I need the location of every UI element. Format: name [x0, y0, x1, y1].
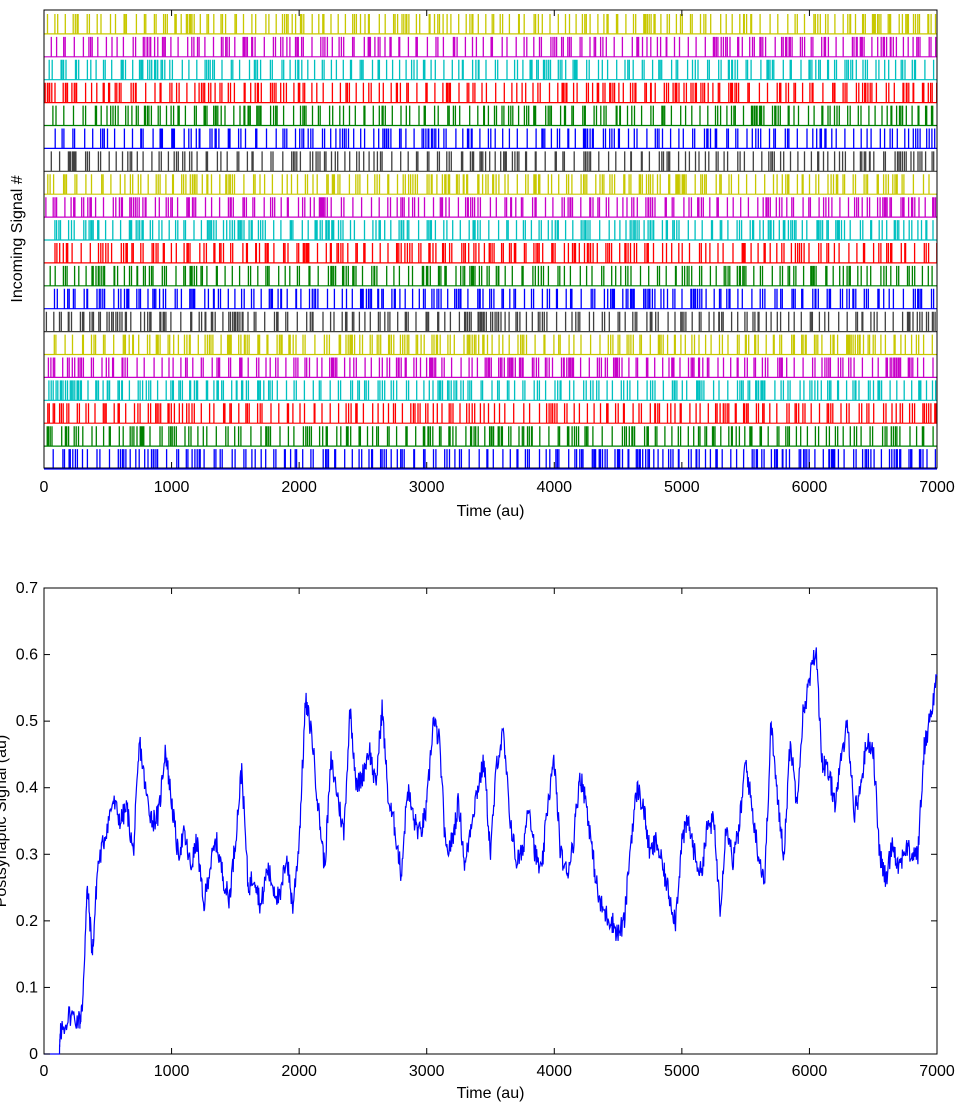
raster-spikes: [53, 334, 933, 355]
line-y-tick-label: 0: [29, 1046, 38, 1063]
raster-spikes: [54, 128, 936, 149]
raster-spikes: [47, 174, 930, 195]
raster-row: [44, 128, 937, 149]
line-y-tick-label: 0.1: [16, 979, 38, 996]
raster-spikes: [54, 220, 934, 240]
raster-x-tick-label: 0: [40, 479, 49, 496]
raster-axes-frame: [43, 9, 938, 469]
raster-row: [44, 243, 938, 264]
line-y-tick-label: 0.7: [16, 580, 38, 597]
line-axes-frame: [43, 587, 938, 1055]
line-x-tick-label: 1000: [154, 1063, 190, 1080]
raster-row: [44, 59, 937, 81]
raster-row: [44, 197, 937, 218]
raster-spikes: [45, 311, 936, 332]
raster-row: [44, 82, 938, 104]
raster-spikes: [46, 14, 937, 34]
line-x-tick-label: 0: [40, 1063, 49, 1080]
raster-row: [44, 449, 937, 470]
raster-x-axis-label: Time (au): [457, 503, 525, 520]
line-x-tick-label: 3000: [409, 1063, 445, 1080]
raster-x-tick-label: 3000: [409, 479, 445, 496]
line-x-tick-label: 4000: [536, 1063, 572, 1080]
raster-spikes: [50, 151, 935, 172]
raster-row: [44, 105, 937, 127]
raster-row: [44, 151, 937, 172]
raster-spikes: [49, 265, 933, 286]
postsynaptic-signal-line: [44, 647, 938, 1055]
line-y-axis-label: Postsynaptic Signal (au): [0, 735, 10, 908]
line-y-ticks: 0 0.1 0.2 0.3 0.4 0.5 0.6 0.7: [16, 580, 937, 1063]
raster-spikes: [44, 82, 938, 103]
raster-row: [44, 265, 937, 287]
line-x-axis-label: Time (au): [457, 1085, 525, 1102]
raster-row: [44, 380, 937, 401]
line-x-tick-label: 2000: [281, 1063, 317, 1080]
raster-spikes: [45, 197, 937, 218]
line-plot: 0 1000 2000 3000 4000 5000 6000 7000 0 0.1 0.2 0.3…: [0, 580, 955, 1102]
raster-plot: 0 1000 2000 3000 4000 5000 6000 7000 Time (au) …: [9, 9, 955, 520]
raster-x-tick-label: 2000: [281, 479, 317, 496]
raster-x-tick-label: 4000: [536, 479, 572, 496]
raster-row: [44, 311, 937, 333]
raster-spikes: [48, 380, 937, 401]
line-x-tick-label: 6000: [792, 1063, 828, 1080]
raster-spikes: [54, 243, 938, 263]
line-y-tick-label: 0.3: [16, 846, 38, 863]
line-y-tick-label: 0.6: [16, 647, 38, 664]
raster-spikes: [47, 403, 937, 424]
raster-spikes: [46, 426, 934, 447]
raster-row: [44, 36, 937, 58]
raster-row: [44, 288, 937, 310]
raster-spikes: [52, 449, 937, 469]
raster-row: [44, 220, 937, 241]
raster-x-tick-label: 1000: [154, 479, 190, 496]
raster-row: [44, 357, 937, 378]
raster-rows: [44, 14, 938, 470]
raster-spikes: [53, 288, 935, 309]
raster-spikes: [52, 105, 934, 126]
raster-spikes: [48, 59, 935, 80]
raster-row: [44, 174, 937, 195]
raster-spikes: [50, 36, 937, 57]
line-x-ticks: 0 1000 2000 3000 4000 5000 6000 7000: [40, 588, 955, 1080]
line-y-tick-label: 0.2: [16, 913, 38, 930]
raster-row: [44, 403, 937, 424]
raster-spikes: [47, 357, 934, 378]
raster-x-tick-label: 5000: [664, 479, 700, 496]
raster-row: [44, 426, 937, 447]
raster-x-tick-label: 7000: [919, 479, 955, 496]
line-y-tick-label: 0.4: [16, 780, 38, 797]
line-x-tick-label: 5000: [664, 1063, 700, 1080]
line-y-tick-label: 0.5: [16, 713, 38, 730]
raster-y-axis-label: Incoming Signal #: [9, 175, 26, 302]
raster-x-tick-label: 6000: [792, 479, 828, 496]
raster-row: [44, 14, 937, 35]
line-x-tick-label: 7000: [919, 1063, 955, 1080]
raster-x-ticks: 0 1000 2000 3000 4000 5000 6000 7000: [40, 10, 955, 496]
raster-row: [44, 334, 937, 356]
